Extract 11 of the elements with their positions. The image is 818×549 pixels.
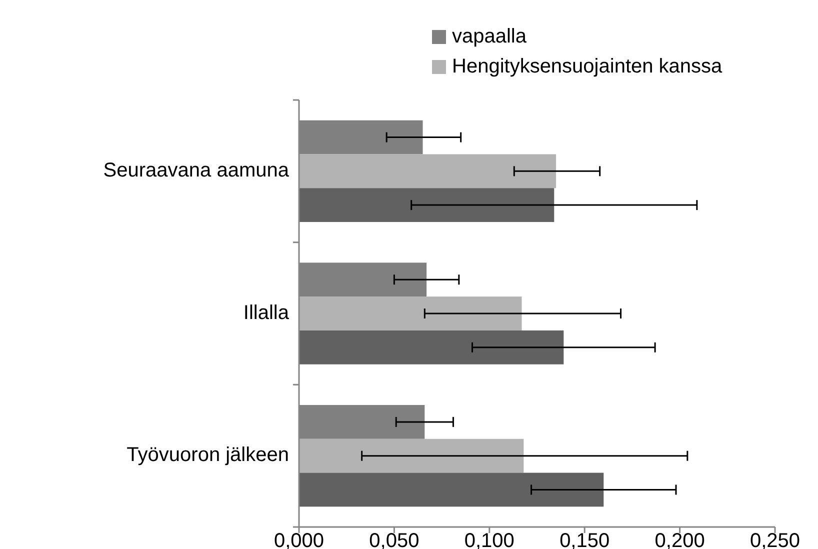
legend-label: vapaalla bbox=[452, 25, 528, 48]
bar bbox=[299, 188, 554, 222]
bar bbox=[299, 472, 604, 507]
bar bbox=[299, 330, 564, 364]
bar bbox=[299, 296, 522, 330]
bar bbox=[299, 438, 524, 473]
bar bbox=[299, 154, 556, 188]
y-tick-label: Seuraavana aamuna bbox=[103, 159, 290, 182]
y-tick-label: Työvuoron jälkeen bbox=[126, 444, 289, 466]
y-tick-label: Illalla bbox=[243, 302, 290, 324]
legend-label: Hengityksensuojainten kanssa bbox=[452, 55, 724, 78]
